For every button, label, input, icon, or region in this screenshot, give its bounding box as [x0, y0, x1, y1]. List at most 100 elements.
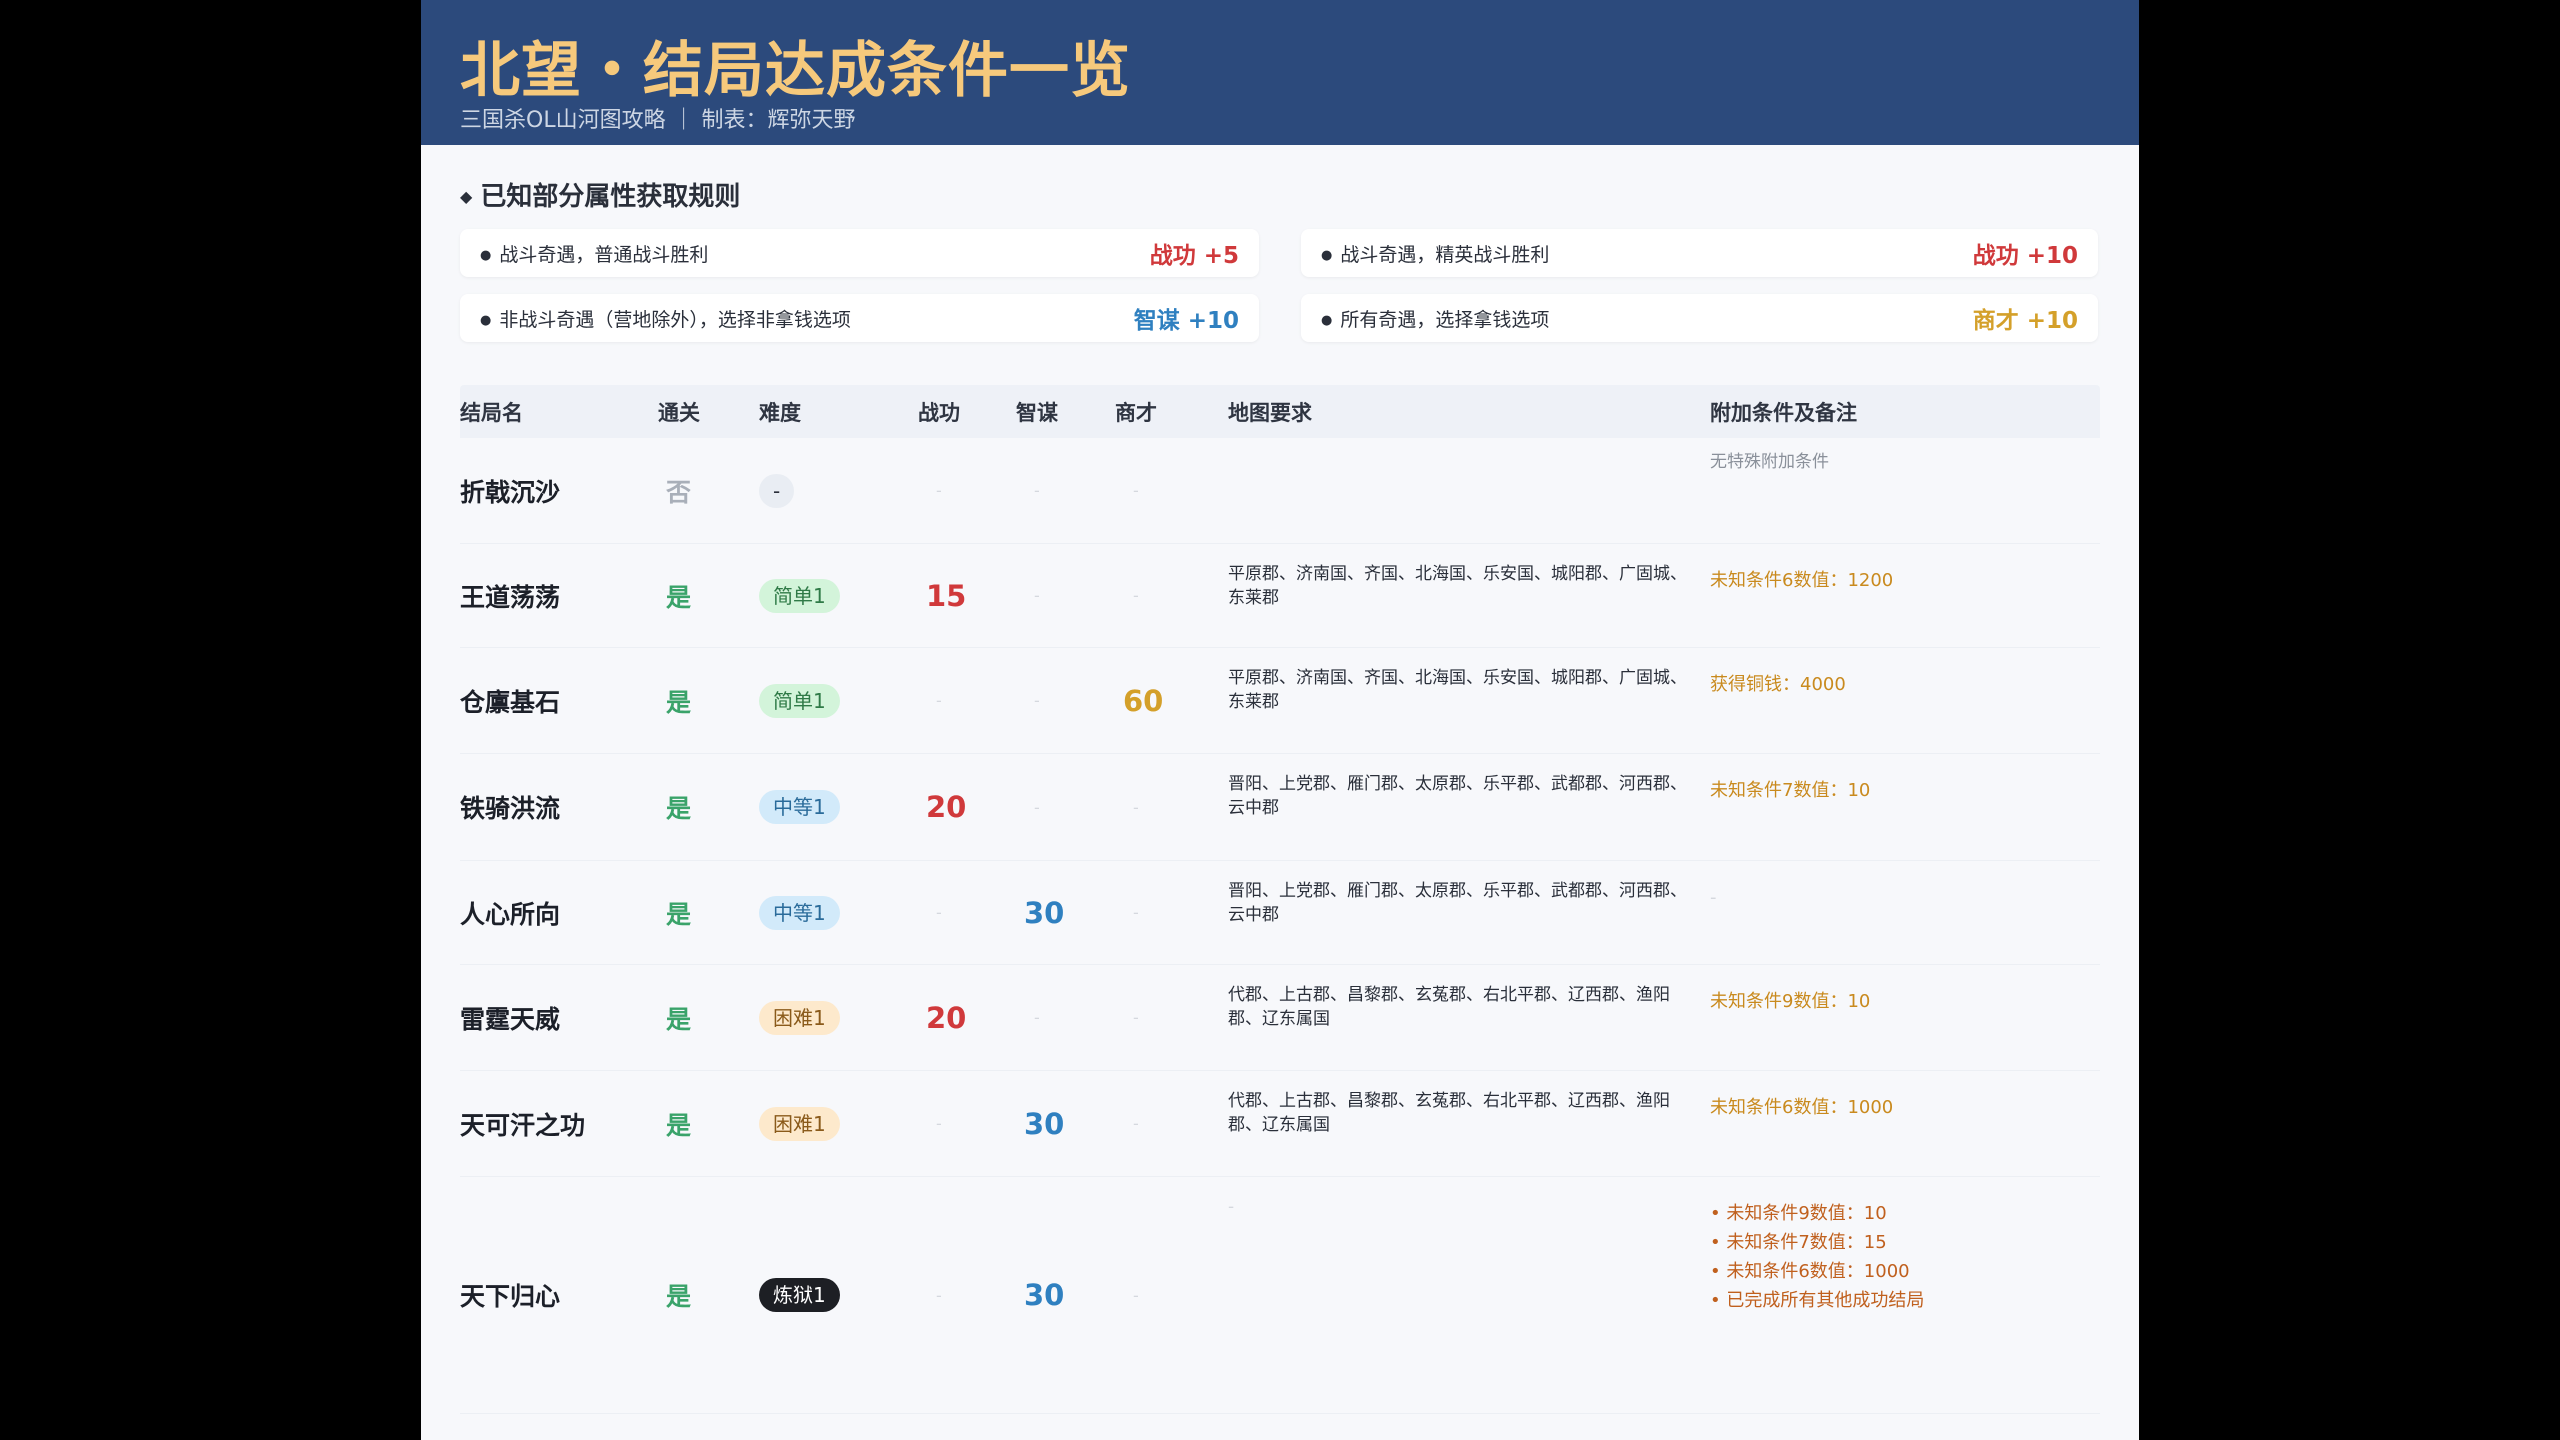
difficulty-badge-cell: 困难1: [759, 965, 918, 1070]
difficulty-badge-cell: 困难1: [759, 1071, 918, 1176]
pass-status-cell: 否: [658, 438, 759, 543]
zhimou-value: 30: [1024, 895, 1065, 930]
difficulty-badge: 困难1: [759, 1000, 840, 1035]
ending-name-cell: 仓廪基石: [460, 648, 658, 753]
rule-text: 非战斗奇遇（营地除外），选择非拿钱选项: [480, 305, 851, 332]
map-requirement-cell: -: [1228, 1177, 1710, 1413]
map-requirement: 晋阳、上党郡、雁门郡、太原郡、乐平郡、武都郡、河西郡、云中郡: [1228, 774, 1687, 818]
zhimou-value-cell: 30: [1016, 861, 1115, 964]
zhimou-value: -: [1034, 586, 1040, 605]
zhimou-value-cell: -: [1016, 965, 1115, 1070]
difficulty-badge-cell: 简单1: [759, 544, 918, 647]
ending-name: 王道荡荡: [460, 582, 561, 612]
ending-name: 天下归心: [460, 1282, 561, 1311]
zhangong-value-cell: -: [918, 438, 1016, 543]
table-header: 结局名 通关 难度 战功 智谋 商才 地图要求 附加条件及备注: [460, 385, 2100, 438]
notes-cell: • 未知条件9数值：10 • 未知条件7数值：15 • 未知条件6数值：1000 • …: [1710, 1177, 2100, 1413]
shangcai-value: -: [1133, 1008, 1139, 1027]
table-body: 折戟沉沙否 - - - - 无特殊附加条件 王道荡荡是简单1 15- - 平原郡、济南国、齐国、北…: [460, 438, 2100, 1414]
column-header: 地图要求: [1228, 400, 1312, 425]
zhimou-value-cell: -: [1016, 754, 1115, 860]
pass-status: 是: [666, 687, 692, 717]
zhangong-value-cell: -: [918, 1071, 1016, 1176]
zhangong-value: -: [936, 903, 942, 922]
shangcai-value-cell: -: [1115, 861, 1228, 964]
zhangong-value: -: [936, 1114, 942, 1133]
ending-name: 折戟沉沙: [460, 477, 561, 507]
pass-status-cell: 是: [658, 965, 759, 1070]
map-requirement-cell: 平原郡、济南国、齐国、北海国、乐安国、城阳郡、广固城、东莱郡: [1228, 544, 1710, 647]
shangcai-value-cell: -: [1115, 438, 1228, 543]
table-row: 雷霆天威 是 困难1 20 - - 代郡、上古郡、昌黎郡、玄菟郡、右北平郡、辽西郡、渔阳郡、…: [460, 965, 2100, 1071]
map-requirement: 晋阳、上党郡、雁门郡、太原郡、乐平郡、武都郡、河西郡、云中郡: [1228, 881, 1687, 925]
note-line: 未知条件6数值：1200: [1710, 570, 1894, 591]
pass-status: 是: [666, 794, 692, 823]
zhangong-value: 20: [926, 1000, 967, 1035]
zhangong-value: -: [936, 1285, 942, 1305]
rules-heading-text: 已知部分属性获取规则: [480, 182, 741, 212]
rule-value: 商才 +10: [1972, 308, 2078, 334]
column-header: 智谋: [1016, 400, 1058, 425]
column-header: 通关: [658, 400, 700, 425]
difficulty-badge-cell: 炼狱1: [759, 1177, 918, 1413]
zhangong-value: -: [936, 691, 942, 710]
difficulty-badge: 简单1: [759, 578, 840, 613]
zhimou-value: -: [1034, 691, 1040, 710]
table-row: 人心所向 是 中等1 - 30 - 晋阳、上党郡、雁门郡、太原郡、乐平郡、武都郡、河西郡、云…: [460, 861, 2100, 965]
zhimou-value: -: [1034, 1008, 1040, 1027]
ending-name: 人心所向: [460, 899, 561, 929]
note-line: • 未知条件7数值：15: [1710, 1232, 1887, 1253]
notes-cell: 未知条件7数值：10: [1710, 754, 2100, 860]
notes-cell: 未知条件6数值：1000: [1710, 1071, 2100, 1176]
notes-cell: 无特殊附加条件: [1710, 438, 2100, 543]
shangcai-value: -: [1133, 903, 1139, 922]
pass-status-cell: 是: [658, 1177, 759, 1413]
zhimou-value: 30: [1024, 1278, 1065, 1312]
column-header: 附加条件及备注: [1710, 400, 1857, 425]
rule-value: 战功 +5: [1149, 243, 1239, 269]
rule-card: 所有奇遇，选择拿钱选项 商才 +10: [1301, 294, 2098, 342]
map-requirement-cell: 晋阳、上党郡、雁门郡、太原郡、乐平郡、武都郡、河西郡、云中郡: [1228, 861, 1710, 964]
map-requirement-cell: [1228, 438, 1710, 543]
ending-name-cell: 铁骑洪流: [460, 754, 658, 860]
note-line: • 未知条件6数值：1000: [1710, 1261, 1910, 1282]
zhimou-value-cell: -: [1016, 648, 1115, 753]
ending-name-cell: 天下归心: [460, 1177, 658, 1413]
page-panel: 北望・结局达成条件一览 三国杀OL山河图攻略 ｜ 制表：辉弥天野 ◆ 已知部分属性…: [421, 0, 2139, 1440]
rule-value: 智谋 +10: [1133, 308, 1239, 334]
zhimou-value: 30: [1024, 1106, 1065, 1141]
zhimou-value: -: [1034, 481, 1040, 500]
shangcai-value-cell: -: [1115, 1177, 1228, 1413]
page-title: 北望・结局达成条件一览: [460, 36, 1131, 106]
table-row: 天可汗之功 是 困难1 - 30 - 代郡、上古郡、昌黎郡、玄菟郡、右北平郡、辽西郡、渔阳郡…: [460, 1071, 2100, 1177]
ending-name: 铁骑洪流: [460, 794, 561, 823]
shangcai-value: 60: [1123, 683, 1164, 718]
map-requirement: -: [1228, 1197, 1235, 1217]
note-line: 未知条件9数值：10: [1710, 991, 1871, 1012]
column-header: 结局名: [460, 400, 523, 425]
pass-status: 是: [666, 1282, 692, 1311]
table-row: 仓廪基石 是 简单1 - - 60 平原郡、济南国、齐国、北海国、乐安国、城阳郡、广固城、东…: [460, 648, 2100, 754]
note-line: 未知条件6数值：1000: [1710, 1097, 1894, 1118]
shangcai-value: -: [1133, 1285, 1139, 1305]
map-requirement-cell: 晋阳、上党郡、雁门郡、太原郡、乐平郡、武都郡、河西郡、云中郡: [1228, 754, 1710, 860]
ending-name-cell: 人心所向: [460, 861, 658, 964]
rules-heading: ◆ 已知部分属性获取规则: [460, 180, 740, 214]
shangcai-value-cell: 60: [1115, 648, 1228, 753]
difficulty-badge-cell: -: [759, 438, 918, 543]
note-line: -: [1710, 887, 1717, 908]
zhangong-value-cell: 20: [918, 965, 1016, 1070]
difficulty-badge-cell: 中等1: [759, 861, 918, 964]
ending-name: 仓廪基石: [460, 687, 561, 717]
zhangong-value-cell: 20: [918, 754, 1016, 860]
rule-card: 非战斗奇遇（营地除外），选择非拿钱选项 智谋 +10: [460, 294, 1259, 342]
shangcai-value: -: [1133, 797, 1139, 817]
notes-cell: 未知条件9数值：10: [1710, 965, 2100, 1070]
rule-card: 战斗奇遇，普通战斗胜利 战功 +5: [460, 229, 1259, 277]
zhimou-value-cell: 30: [1016, 1071, 1115, 1176]
shangcai-value: -: [1133, 586, 1139, 605]
zhimou-value-cell: -: [1016, 544, 1115, 647]
pass-status-cell: 是: [658, 754, 759, 860]
difficulty-badge: 困难1: [759, 1106, 840, 1141]
zhimou-value-cell: 30: [1016, 1177, 1115, 1413]
